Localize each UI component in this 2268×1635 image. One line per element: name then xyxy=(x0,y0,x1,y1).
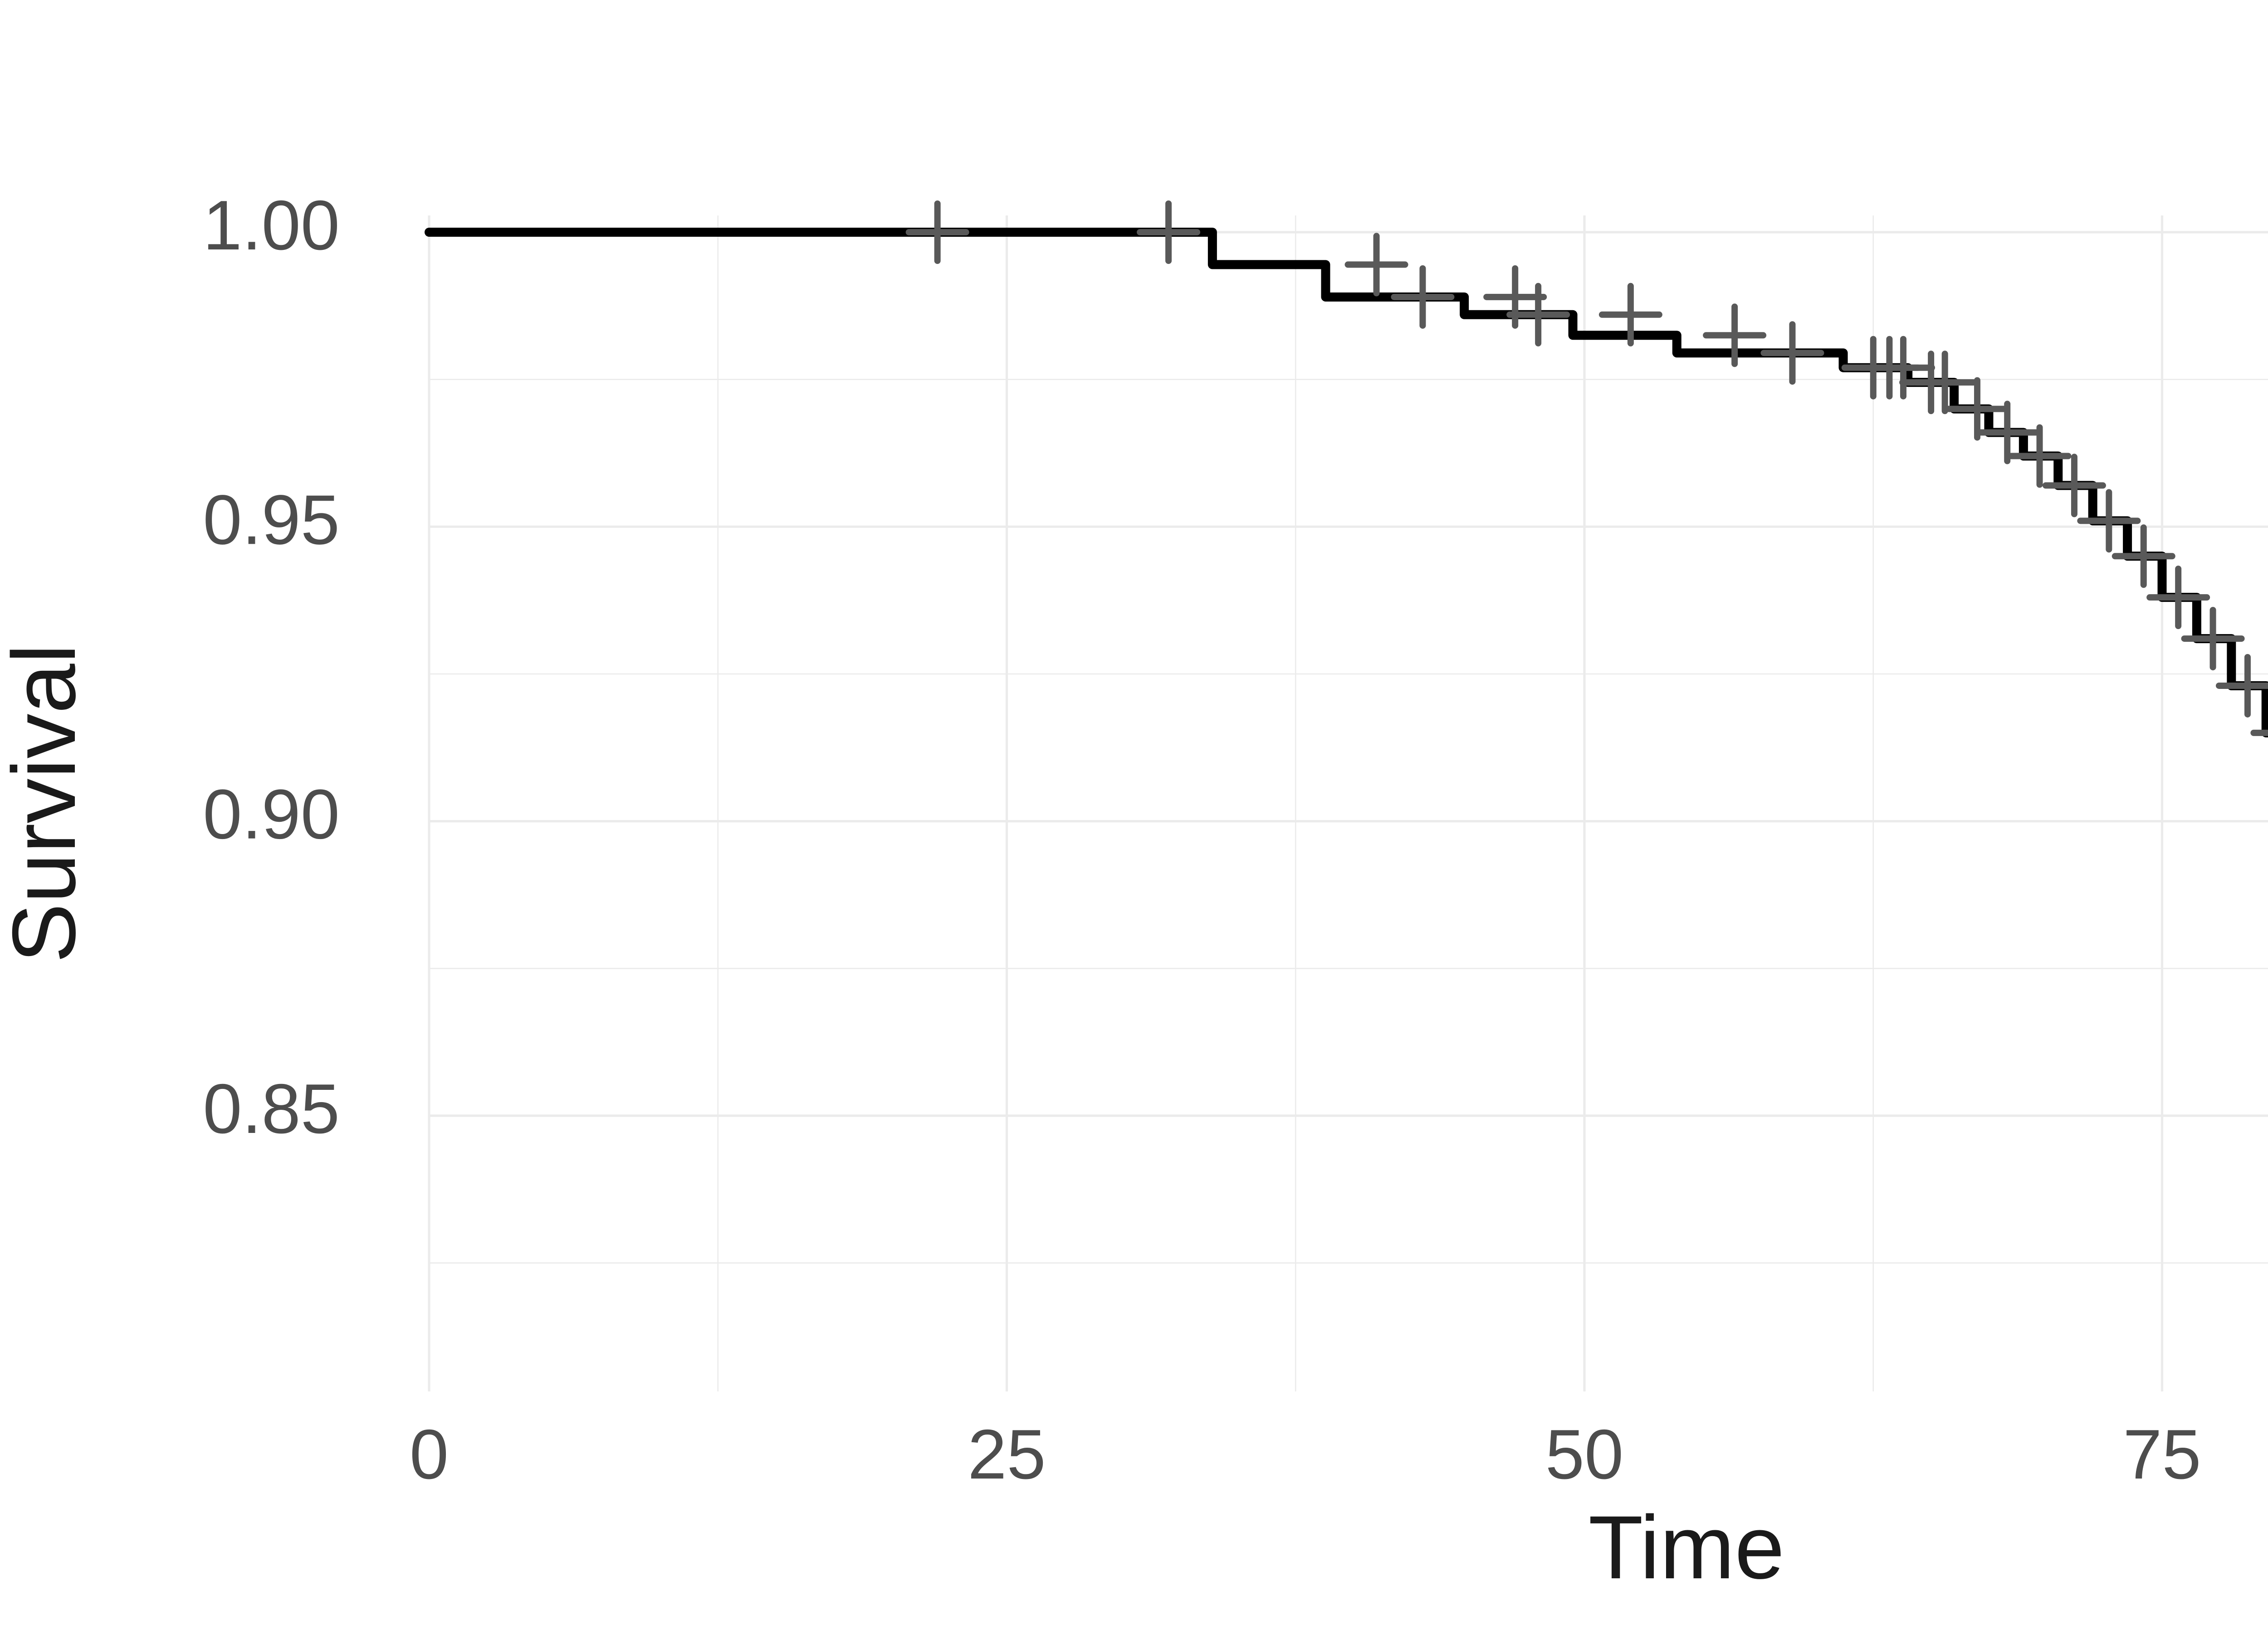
svg-text:0.85: 0.85 xyxy=(203,1069,340,1148)
svg-text:1.00: 1.00 xyxy=(203,186,340,264)
svg-text:25: 25 xyxy=(968,1415,1046,1493)
svg-text:Time: Time xyxy=(1589,1497,1785,1597)
svg-text:0: 0 xyxy=(410,1415,449,1493)
svg-text:Survival: Survival xyxy=(0,644,94,963)
svg-text:50: 50 xyxy=(1545,1415,1623,1493)
svg-text:75: 75 xyxy=(2123,1415,2201,1493)
svg-text:0.95: 0.95 xyxy=(203,480,340,559)
svg-text:0.90: 0.90 xyxy=(203,775,340,854)
